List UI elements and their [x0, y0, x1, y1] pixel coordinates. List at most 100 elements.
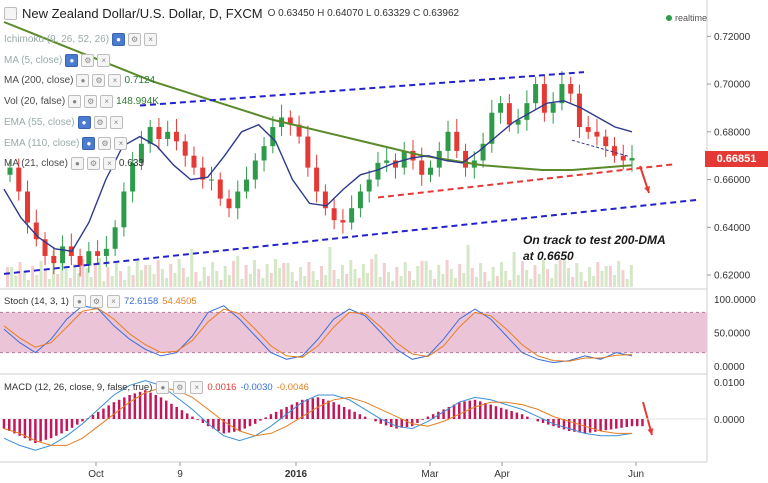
volume-bar: [579, 272, 583, 287]
volume-bar: [299, 267, 303, 287]
candle-body: [16, 167, 22, 192]
symbol-square-icon[interactable]: [4, 7, 17, 20]
eye-icon[interactable]: ●: [65, 54, 79, 67]
eye-icon[interactable]: ●: [68, 95, 82, 108]
settings-icon[interactable]: ⚙: [84, 95, 98, 108]
close-icon[interactable]: ×: [97, 54, 111, 67]
indicator-label: EMA (55, close): [4, 117, 75, 128]
candle-body: [410, 150, 416, 161]
volume-bar: [604, 266, 608, 287]
indicator-ichimoku[interactable]: Ichimoku (9, 26, 52, 26) ● ⚙ ×: [4, 33, 158, 46]
eye-icon[interactable]: ●: [77, 116, 91, 129]
close-icon[interactable]: ×: [100, 95, 114, 108]
settings-icon[interactable]: ⚙: [128, 33, 142, 46]
volume-bar: [148, 265, 152, 287]
volume-bar: [470, 268, 474, 287]
volume-bar: [374, 254, 378, 287]
volume-bar: [315, 280, 319, 287]
close-icon[interactable]: ×: [106, 295, 120, 308]
volume-bar: [290, 272, 294, 287]
volume-bar: [349, 260, 353, 287]
eye-icon[interactable]: ●: [76, 74, 90, 87]
ohlc-low: 0.63329: [374, 8, 411, 19]
candle-body: [392, 160, 398, 168]
candle-body: [208, 179, 214, 181]
candle-body: [103, 248, 109, 256]
close-icon[interactable]: ×: [109, 116, 123, 129]
volume-bar: [487, 281, 491, 287]
candle-body: [244, 179, 250, 192]
candle-body: [7, 167, 13, 175]
volume-bar: [320, 266, 323, 287]
volume-bar: [35, 275, 39, 287]
close-icon[interactable]: ×: [102, 157, 116, 170]
volume-bar: [617, 261, 621, 287]
volume-bar: [144, 265, 148, 287]
eye-icon[interactable]: ●: [156, 381, 170, 394]
indicator-volume[interactable]: Vol (20, false) ● ⚙ × 148.994K: [4, 95, 159, 108]
volume-bar: [248, 274, 252, 287]
eye-icon[interactable]: ●: [112, 33, 126, 46]
indicator-value: 0.7124: [124, 75, 156, 86]
settings-icon[interactable]: ⚙: [92, 74, 106, 87]
candle-body: [585, 127, 591, 132]
indicator-ma200[interactable]: MA (200, close) ● ⚙ × 0.7124: [4, 74, 155, 87]
time-tick-label: 9: [177, 469, 183, 480]
stoch-k-line: [3, 305, 633, 364]
close-icon[interactable]: ×: [190, 381, 204, 394]
candle-body: [270, 127, 276, 147]
stoch-tick-label: 100.0000: [714, 295, 756, 306]
indicator-ma5[interactable]: MA (5, close) ● ⚙ ×: [4, 54, 111, 67]
volume-bar: [403, 262, 407, 287]
volume-bar: [466, 245, 470, 287]
settings-icon[interactable]: ⚙: [86, 157, 100, 170]
volume-bar: [332, 270, 336, 287]
volume-bar: [39, 261, 43, 287]
settings-icon[interactable]: ⚙: [93, 116, 107, 129]
candle-body: [375, 162, 381, 180]
eye-icon[interactable]: ●: [82, 137, 96, 150]
realtime-indicator: realtime: [666, 13, 707, 23]
settings-icon[interactable]: ⚙: [98, 137, 112, 150]
volume-bar: [43, 270, 47, 287]
volume-bar: [56, 274, 60, 287]
volume-bar: [424, 261, 428, 287]
settings-icon[interactable]: ⚙: [89, 295, 103, 308]
candle-body: [95, 251, 101, 256]
indicator-ma21[interactable]: MA (21, close) ● ⚙ × 0.633: [4, 157, 144, 170]
macd-legend[interactable]: MACD (12, 26, close, 9, false, true) ● ⚙…: [4, 381, 309, 394]
volume-bar: [571, 277, 575, 287]
indicator-ema110[interactable]: EMA (110, close) ● ⚙ ×: [4, 137, 128, 150]
ohlc-o-label: O: [267, 8, 276, 19]
volume-bar: [345, 274, 349, 287]
volume-bar: [516, 275, 520, 287]
settings-icon[interactable]: ⚙: [173, 381, 187, 394]
close-icon[interactable]: ×: [114, 137, 128, 150]
volume-bar: [625, 279, 629, 287]
channel-upper-line: [139, 71, 585, 107]
symbol-title[interactable]: New Zealand Dollar/U.S. Dollar, D, FXCM: [22, 6, 263, 21]
volume-bar: [14, 276, 18, 287]
volume-bar: [98, 258, 102, 287]
volume-bar: [307, 262, 311, 287]
indicator-ema55[interactable]: EMA (55, close) ● ⚙ ×: [4, 116, 123, 129]
volume-bar: [169, 264, 173, 287]
volume-bar: [395, 267, 399, 287]
volume-bar: [102, 281, 106, 287]
stoch-legend[interactable]: Stoch (14, 3, 1) ● ⚙ × 72.6158 54.4505: [4, 295, 197, 308]
volume-bar: [89, 277, 93, 287]
volume-bar: [608, 266, 612, 287]
eye-icon[interactable]: ●: [72, 295, 86, 308]
macd-label: MACD (12, 26, close, 9, false, true): [4, 382, 153, 393]
eye-icon[interactable]: ●: [70, 157, 84, 170]
settings-icon[interactable]: ⚙: [81, 54, 95, 67]
volume-bar: [328, 247, 332, 287]
volume-bar: [135, 261, 139, 287]
price-tick-label: 0.62000: [714, 271, 751, 282]
candle-body: [296, 124, 302, 137]
candle-body: [454, 131, 460, 151]
volume-bar: [64, 269, 68, 287]
close-icon[interactable]: ×: [108, 74, 122, 87]
close-icon[interactable]: ×: [144, 33, 158, 46]
